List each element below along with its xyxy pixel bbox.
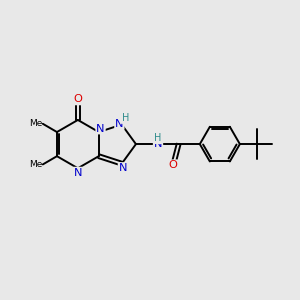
Text: O: O (74, 94, 82, 104)
Text: N: N (115, 119, 124, 129)
Text: N: N (96, 124, 105, 134)
Text: O: O (168, 160, 177, 170)
Text: Me: Me (29, 119, 42, 128)
Text: N: N (119, 163, 127, 173)
Text: N: N (74, 168, 82, 178)
Text: H: H (122, 113, 129, 123)
Text: H: H (154, 133, 162, 143)
Text: N: N (154, 139, 162, 149)
Text: Me: Me (29, 160, 42, 169)
